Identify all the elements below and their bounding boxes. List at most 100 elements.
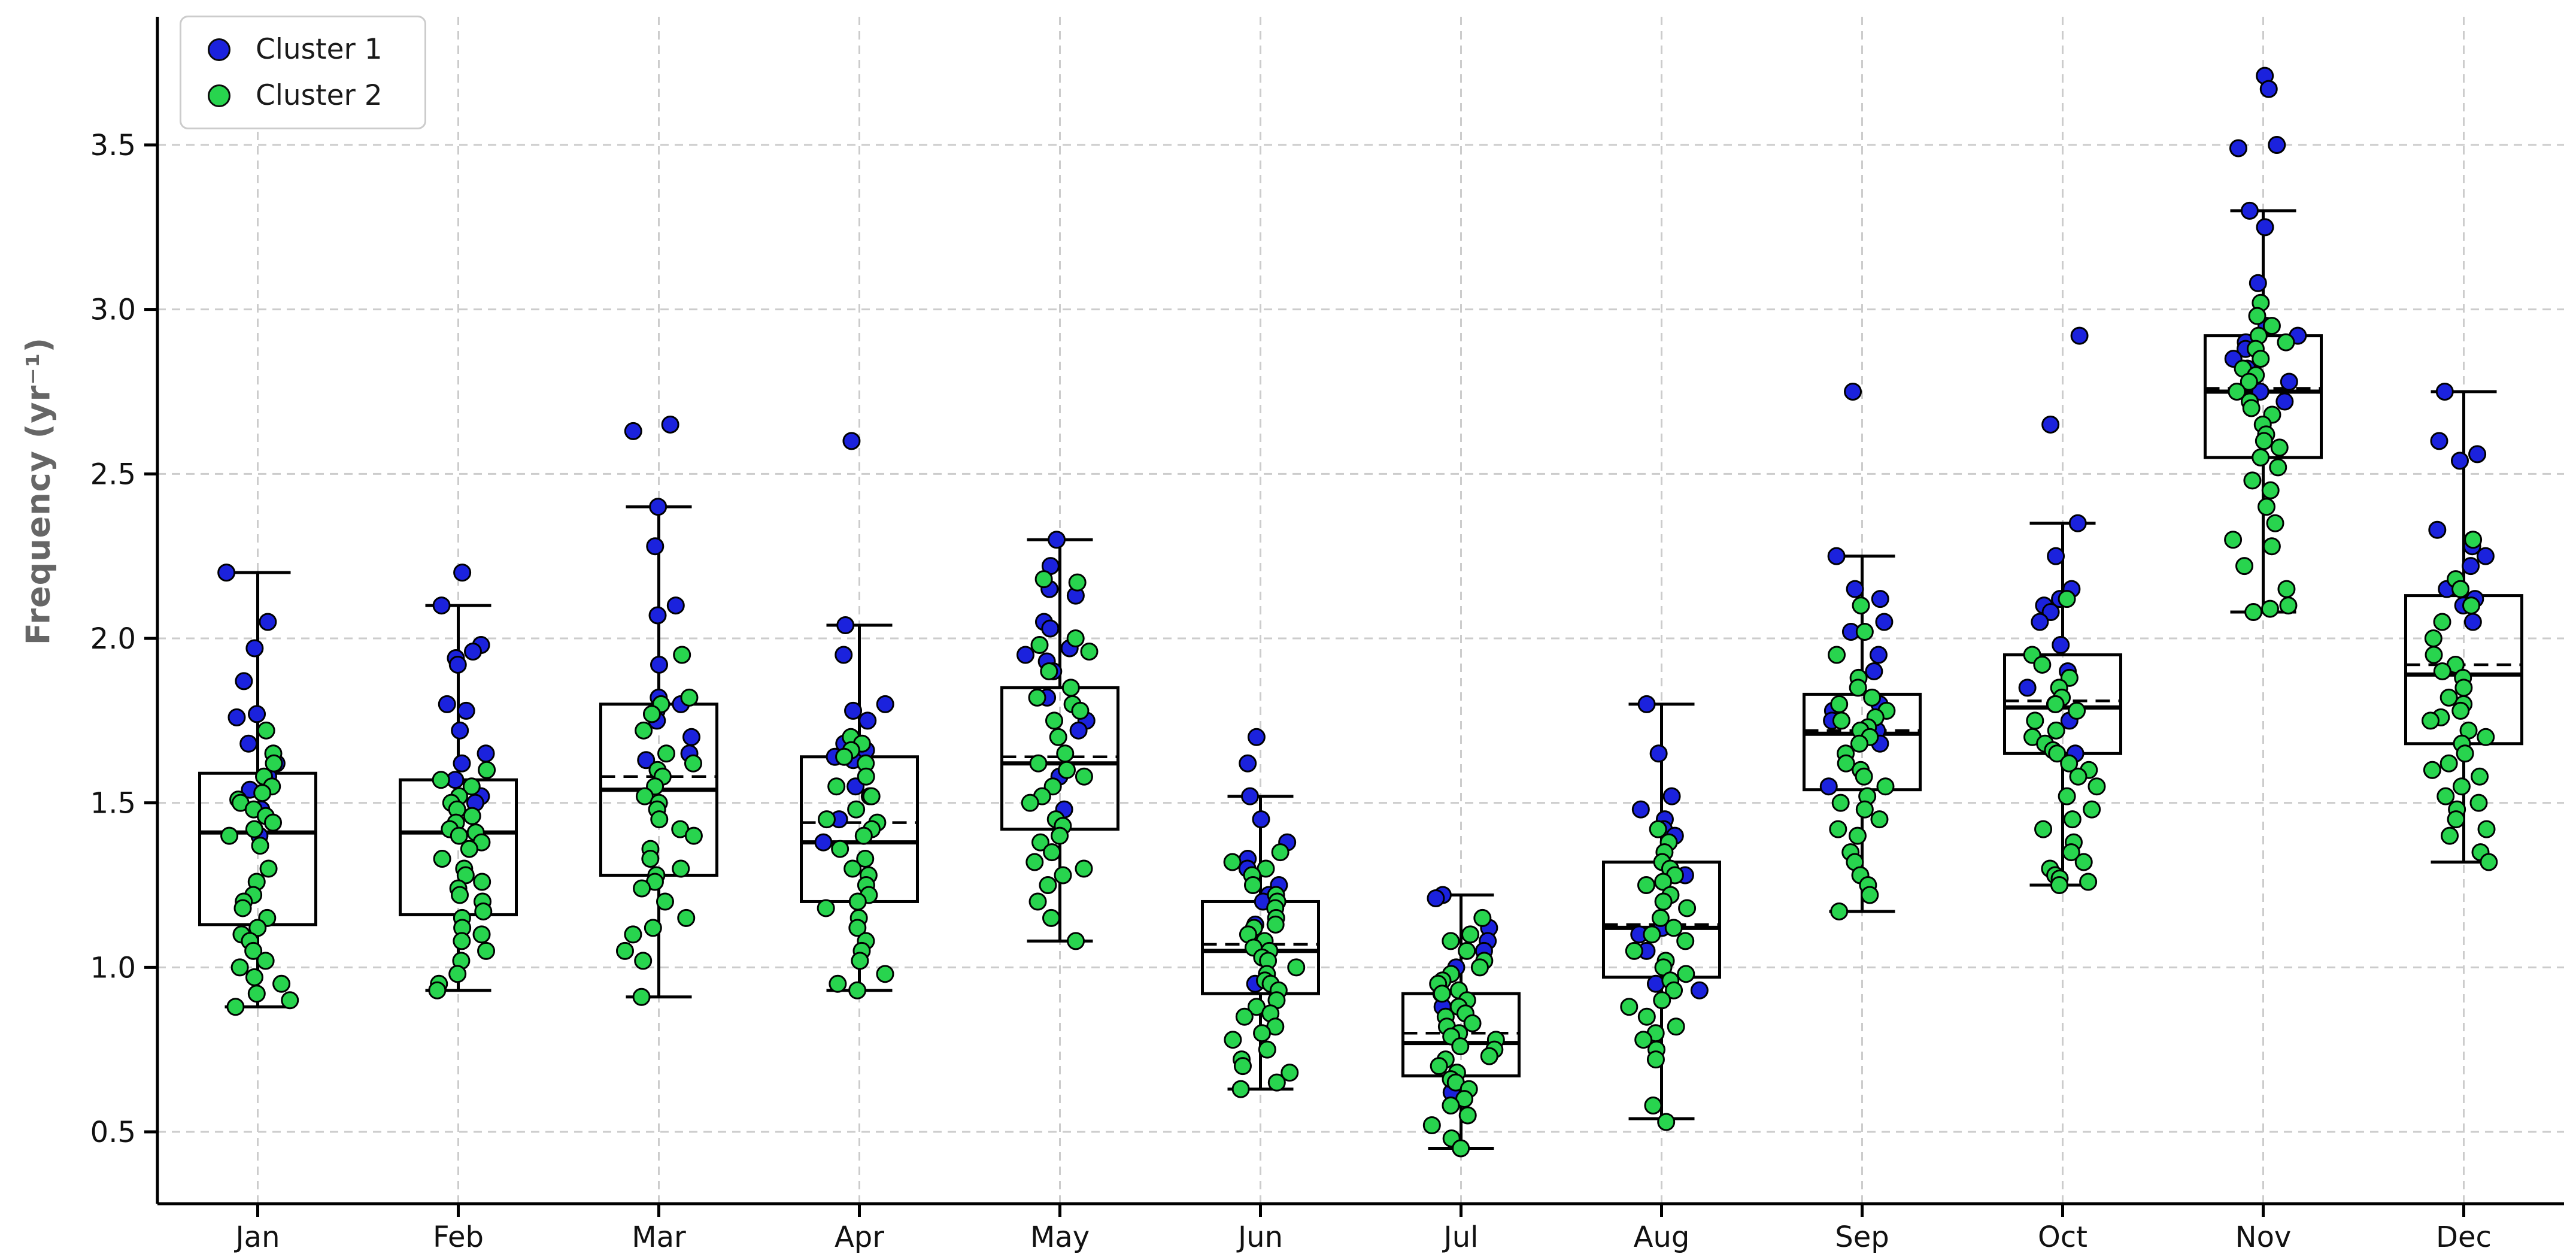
scatter-point-cluster2 [1067, 932, 1085, 950]
scatter-point-cluster2 [2452, 777, 2471, 796]
scatter-point-cluster1 [2476, 547, 2495, 565]
gridlines [157, 17, 2564, 1204]
scatter-point-cluster2 [1430, 1057, 1448, 1076]
scatter-point-cluster1 [682, 728, 701, 746]
scatter-point-cluster1 [453, 754, 471, 773]
x-tick-label: May [1030, 1220, 1090, 1254]
scatter-point-cluster2 [1643, 925, 1661, 944]
scatter-point-cluster1 [2435, 383, 2454, 401]
scatter-point-cluster2 [2447, 810, 2465, 829]
scatter-point-cluster1 [1252, 810, 1270, 829]
scatter-point-cluster2 [247, 985, 266, 1003]
scatter-point-cluster2 [1442, 1097, 1460, 1115]
scatter-point-cluster2 [1061, 679, 1080, 697]
scatter-point-cluster1 [2463, 613, 2482, 631]
scatter-point-cluster2 [2440, 688, 2458, 707]
scatter-point-cluster2 [233, 899, 252, 917]
scatter-point-cluster1 [666, 596, 685, 615]
scatter-point-cluster2 [2262, 317, 2281, 335]
scatter-point-cluster2 [1066, 629, 1085, 648]
scatter-point-cluster1 [2041, 415, 2060, 434]
scatter-point-cluster1 [464, 642, 483, 661]
scatter-point-cluster2 [2058, 787, 2076, 805]
scatter-point-cluster1 [448, 655, 467, 674]
scatter-point-cluster2 [428, 981, 447, 999]
scatter-point-cluster1 [842, 432, 861, 450]
scatter-point-cluster2 [472, 925, 491, 944]
scatter-point-cluster2 [1080, 642, 1099, 661]
scatter-points [217, 66, 2498, 1158]
y-tick-label: 2.5 [90, 458, 136, 491]
scatter-point-cluster2 [251, 837, 269, 855]
scatter-point-cluster2 [451, 886, 469, 904]
scatter-point-cluster2 [817, 810, 836, 829]
scatter-point-cluster2 [2248, 307, 2266, 325]
scatter-point-cluster1 [227, 708, 246, 726]
scatter-point-cluster1 [2256, 218, 2274, 237]
scatter-point-cluster1 [661, 415, 679, 434]
scatter-point-cluster2 [2261, 599, 2279, 618]
scatter-point-cluster2 [854, 826, 873, 845]
scatter-point-cluster2 [1458, 941, 1476, 960]
scatter-point-cluster1 [248, 705, 266, 723]
scatter-point-cluster2 [1678, 899, 1697, 917]
scatter-point-cluster1 [1016, 646, 1034, 664]
scatter-point-cluster1 [1869, 646, 1888, 664]
scatter-point-cluster2 [1233, 1057, 1252, 1076]
scatter-point-cluster1 [624, 422, 642, 440]
scatter-point-cluster2 [1637, 876, 1655, 895]
scatter-point-cluster1 [2070, 326, 2089, 345]
scatter-point-cluster2 [1235, 1007, 1254, 1026]
scatter-point-cluster2 [2060, 754, 2079, 773]
scatter-point-cluster2 [2058, 590, 2076, 608]
scatter-point-cluster1 [1048, 531, 1066, 549]
legend: Cluster 1 Cluster 2 [180, 16, 426, 129]
scatter-point-cluster2 [1470, 958, 1489, 977]
scatter-point-cluster2 [1861, 886, 1879, 904]
scatter-point-cluster2 [244, 941, 263, 960]
scatter-point-cluster2 [680, 688, 699, 707]
scatter-point-cluster1 [2041, 603, 2060, 622]
scatter-point-cluster1 [2240, 201, 2259, 220]
scatter-point-cluster2 [1634, 1031, 1653, 1049]
scatter-point-cluster2 [2252, 350, 2270, 368]
scatter-point-cluster2 [817, 899, 835, 917]
scatter-point-cluster2 [2258, 498, 2276, 516]
scatter-point-cluster2 [2026, 711, 2044, 730]
scatter-point-cluster2 [248, 919, 267, 937]
scatter-point-cluster2 [477, 941, 496, 960]
scatter-point-cluster2 [829, 974, 847, 993]
scatter-point-cluster2 [2451, 580, 2470, 598]
scatter-point-cluster2 [2437, 787, 2455, 805]
scatter-point-cluster2 [1075, 859, 1093, 878]
scatter-point-cluster1 [1649, 744, 1668, 763]
scatter-point-cluster2 [876, 965, 894, 983]
x-tick-label: Sep [1835, 1220, 1889, 1254]
scatter-point-cluster1 [648, 606, 667, 625]
scatter-point-cluster2 [1828, 646, 1846, 664]
scatter-point-cluster2 [265, 754, 283, 773]
scatter-point-cluster1 [1069, 721, 1088, 740]
scatter-point-cluster2 [856, 850, 875, 868]
scatter-point-cluster2 [641, 850, 660, 868]
axis-labels: 0.5 1.0 1.5 2.0 2.5 3.0 3.5 Jan Feb Mar Apr May Jun J… [90, 129, 2492, 1254]
scatter-point-cluster2 [2462, 596, 2480, 615]
scatter-point-cluster2 [1625, 941, 1643, 960]
x-tick-label: Mar [632, 1220, 686, 1254]
scatter-point-cluster2 [450, 826, 468, 845]
scatter-point-cluster2 [2422, 711, 2440, 730]
scatter-point-cluster2 [1461, 925, 1480, 944]
scatter-point-cluster1 [217, 564, 236, 582]
scatter-point-cluster2 [264, 813, 283, 832]
scatter-point-cluster2 [1676, 932, 1695, 950]
scatter-point-cluster2 [1863, 688, 1882, 707]
scatter-point-cluster2 [453, 932, 471, 950]
scatter-point-cluster2 [1028, 892, 1047, 911]
scatter-point-cluster2 [1870, 810, 1889, 829]
scatter-point-cluster2 [2456, 744, 2474, 763]
scatter-point-cluster2 [1243, 876, 1262, 895]
scatter-point-cluster2 [1653, 991, 1671, 1010]
scatter-point-cluster2 [1075, 767, 1093, 786]
scatter-point-cluster2 [2261, 481, 2280, 499]
